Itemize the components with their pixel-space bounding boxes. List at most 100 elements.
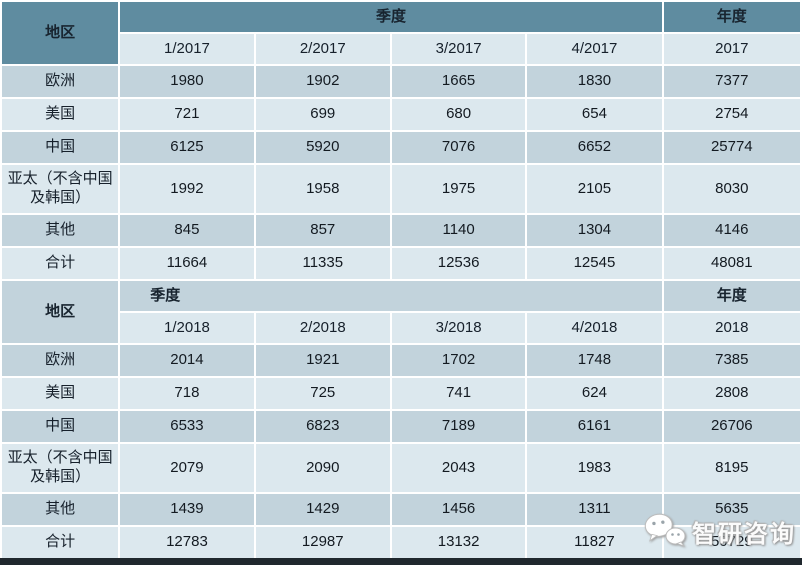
region-label: 亚太（不含中国及韩国） [2,165,119,213]
table-row: 合计 12783 12987 13132 11827 50729 [2,527,800,558]
bottom-edge-bar [0,558,802,565]
data-cell: 13132 [391,527,526,558]
table-row: 亚太（不含中国及韩国） 1992 1958 1975 2105 8030 [2,165,800,213]
data-cell: 2014 [120,345,254,376]
data-cell: 1992 [120,165,254,213]
region-label: 其他 [2,215,119,246]
data-cell: 654 [527,99,662,130]
data-cell: 1958 [255,165,390,213]
data-cell: 12987 [255,527,390,558]
table-row: 中国 6125 5920 7076 6652 25774 [2,132,800,163]
quarter-group-header-2018: 季度 [120,281,662,311]
region-label: 中国 [2,411,119,442]
table-row: 美国 721 699 680 654 2754 [2,99,800,130]
year-group-header-2018: 年度 [663,281,800,311]
table-row: 亚太（不含中国及韩国） 2079 2090 2043 1983 8195 [2,444,800,492]
data-cell: 1830 [527,66,662,97]
data-cell: 845 [120,215,254,246]
data-cell: 1456 [391,494,526,525]
data-cell: 1902 [255,66,390,97]
data-cell: 12536 [391,248,526,279]
data-cell: 1983 [527,444,662,492]
data-cell: 1748 [527,345,662,376]
data-cell: 741 [391,378,526,409]
table-row: 欧洲 2014 1921 1702 1748 7385 [2,345,800,376]
year-label: 2018 [663,313,800,343]
table-row: 欧洲 1980 1902 1665 1830 7377 [2,66,800,97]
data-cell: 5920 [255,132,390,163]
data-cell: 12545 [527,248,662,279]
table-row: 合计 11664 11335 12536 12545 48081 [2,248,800,279]
quarter-label: 1/2017 [120,34,254,64]
data-cell: 6533 [120,411,254,442]
data-cell: 2105 [527,165,662,213]
data-cell: 1429 [255,494,390,525]
data-cell: 2808 [663,378,800,409]
data-cell: 11335 [255,248,390,279]
data-cell: 8030 [663,165,800,213]
data-cell: 857 [255,215,390,246]
data-cell: 4146 [663,215,800,246]
quarter-label: 4/2017 [527,34,662,64]
quarter-label: 3/2017 [391,34,526,64]
table-row: 1/2018 2/2018 3/2018 4/2018 2018 [2,313,800,343]
table-row: 美国 718 725 741 624 2808 [2,378,800,409]
table-row: 中国 6533 6823 7189 6161 26706 [2,411,800,442]
data-cell: 2754 [663,99,800,130]
data-cell: 1702 [391,345,526,376]
data-cell: 1439 [120,494,254,525]
data-cell: 26706 [663,411,800,442]
quarter-group-header-2017: 季度 [120,2,662,32]
table-row: 其他 845 857 1140 1304 4146 [2,215,800,246]
table-row: 地区 季度 年度 [2,2,800,64]
data-cell: 7385 [663,345,800,376]
quarter-label: 2/2017 [255,34,390,64]
region-label: 中国 [2,132,119,163]
data-cell: 721 [120,99,254,130]
data-cell: 6652 [527,132,662,163]
data-cell: 1975 [391,165,526,213]
data-cell: 2079 [120,444,254,492]
data-cell: 7076 [391,132,526,163]
quarter-label: 4/2018 [527,313,662,343]
data-cell: 1921 [255,345,390,376]
data-cell: 1140 [391,215,526,246]
data-cell: 50729 [663,527,800,558]
year-group-header-2017: 年度 [663,2,800,32]
table-row: 其他 1439 1429 1456 1311 5635 [2,494,800,525]
quarter-label: 2/2018 [255,313,390,343]
data-cell: 1980 [120,66,254,97]
data-cell: 25774 [663,132,800,163]
region-label: 欧洲 [2,66,119,97]
region-label: 美国 [2,99,119,130]
table-row: 地区 季度 年度 [2,281,800,343]
data-cell: 8195 [663,444,800,492]
quarter-label: 1/2018 [120,313,254,343]
data-cell: 48081 [663,248,800,279]
region-label: 欧洲 [2,345,119,376]
data-cell: 6125 [120,132,254,163]
data-cell: 6823 [255,411,390,442]
data-cell: 2043 [391,444,526,492]
data-cell: 1665 [391,66,526,97]
data-cell: 725 [255,378,390,409]
data-cell: 11664 [120,248,254,279]
table-row: 1/2017 2/2017 3/2017 4/2017 2017 [2,34,800,64]
region-label: 其他 [2,494,119,525]
data-cell: 5635 [663,494,800,525]
data-cell: 12783 [120,527,254,558]
data-cell: 680 [391,99,526,130]
region-column-header-2017: 地区 [2,2,119,64]
region-label: 亚太（不含中国及韩国） [2,444,119,492]
data-cell: 699 [255,99,390,130]
quarter-label: 3/2018 [391,313,526,343]
data-cell: 2090 [255,444,390,492]
region-label: 美国 [2,378,119,409]
data-cell: 7377 [663,66,800,97]
data-cell: 1311 [527,494,662,525]
data-cell: 6161 [527,411,662,442]
data-cell: 7189 [391,411,526,442]
region-column-header-2018: 地区 [2,281,119,343]
